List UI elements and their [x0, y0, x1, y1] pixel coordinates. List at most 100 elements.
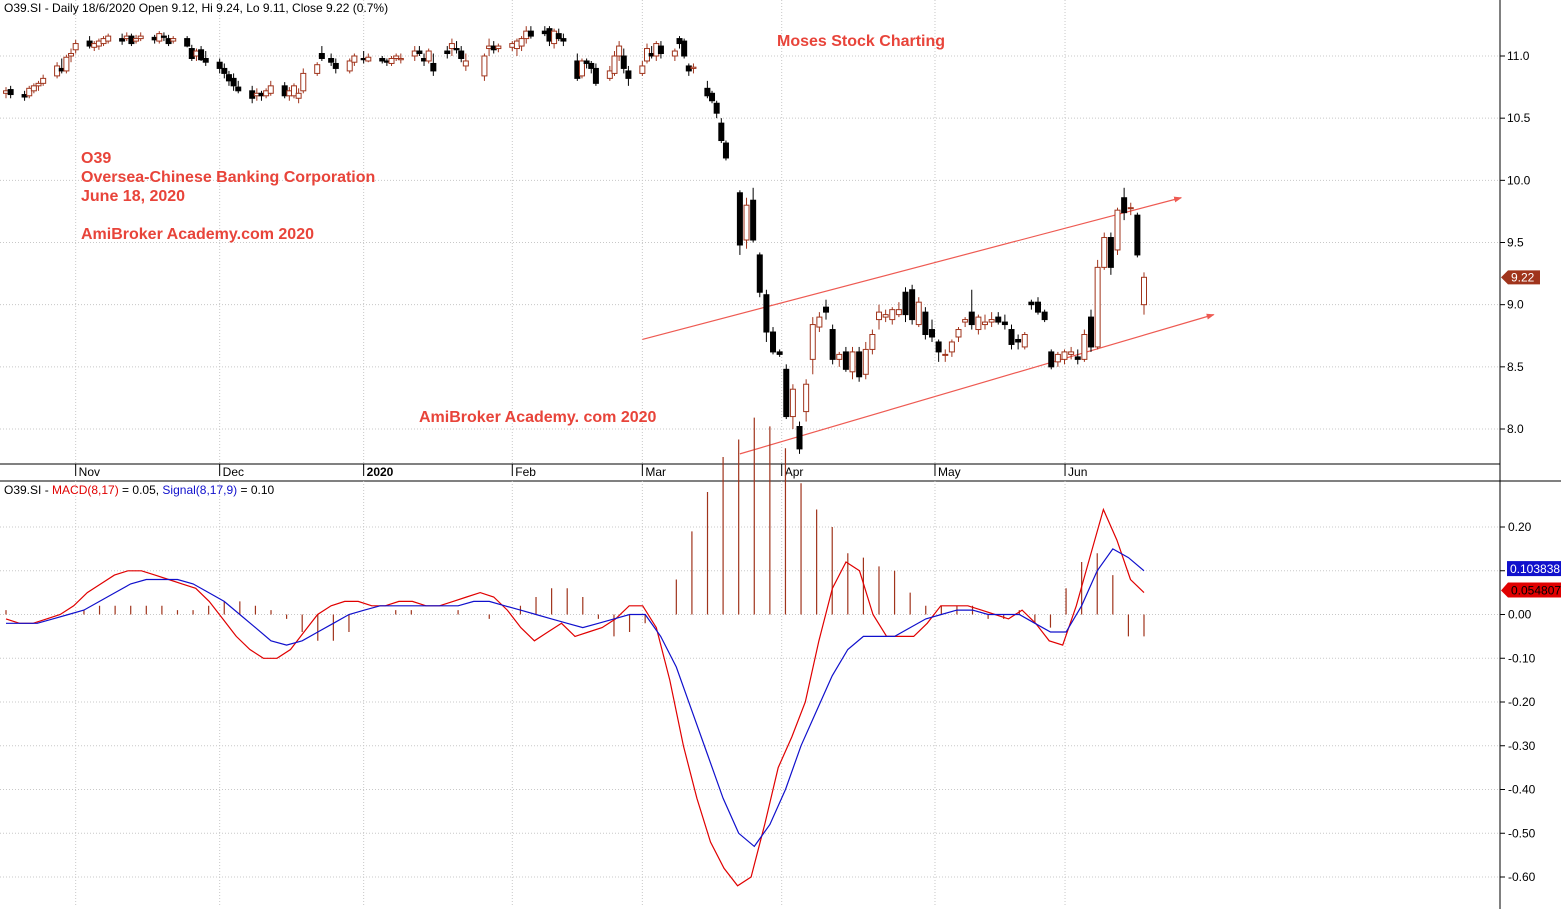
candle-body [988, 319, 995, 323]
candle-body [935, 341, 942, 353]
candle-body [816, 316, 823, 328]
date-axis: Nov Dec 2020 Feb Mar Apr May Jun [75, 464, 1087, 479]
last-close-badge-shape [1501, 270, 1540, 285]
candle-body [198, 49, 205, 61]
candle-body [328, 57, 335, 63]
candle-body [955, 329, 962, 338]
candle-body [1074, 356, 1081, 360]
candle-body [393, 55, 400, 59]
candle-body [842, 351, 849, 370]
month-tick-label: Nov [79, 465, 100, 479]
candle-body [625, 70, 632, 79]
macd-value-badge: 0.054807 [1511, 584, 1561, 598]
month-tick-label: Jun [1068, 465, 1087, 479]
candle-body [462, 60, 469, 67]
candle-body [756, 254, 763, 293]
candle-body [770, 331, 777, 353]
price-tick-label: 8.0 [1507, 422, 1524, 436]
candle-body [606, 70, 613, 79]
month-tick-label: Apr [785, 465, 804, 479]
candle-body [295, 92, 302, 99]
candle-body [856, 351, 863, 378]
candle-body [453, 48, 460, 51]
candle-body [823, 306, 830, 313]
candle-body [592, 67, 599, 84]
macd-grid [0, 481, 1500, 907]
candle-body [68, 53, 75, 57]
candle-body [133, 38, 140, 42]
month-tick-label: Mar [645, 465, 666, 479]
macd-value-badge-shape [1501, 582, 1561, 598]
candle-body [1121, 197, 1128, 214]
macd-lines [5, 507, 1145, 887]
candle-body [1134, 214, 1141, 256]
candle-body [184, 38, 191, 47]
candle-body [1141, 276, 1147, 306]
candle-body [588, 62, 595, 69]
candle-body [397, 57, 404, 61]
candle-body [583, 60, 590, 64]
candle-body [35, 82, 42, 87]
candle-body [267, 85, 274, 94]
candle-body [909, 289, 916, 321]
candle-body [869, 334, 876, 350]
candle-body [948, 341, 955, 353]
price-tick-label: 11.0 [1507, 49, 1530, 63]
candle-body [1061, 351, 1068, 360]
candle-body [137, 35, 144, 40]
candle-body [555, 33, 562, 40]
price-grid [0, 0, 1500, 464]
candle-body [1068, 351, 1075, 355]
candle-body [379, 57, 386, 62]
candle-body [72, 43, 79, 51]
candle-body [942, 353, 949, 356]
candle-body [300, 72, 307, 92]
candle-body [962, 319, 969, 323]
candle-body [681, 40, 688, 57]
candle-body [560, 38, 567, 42]
candle-body [836, 353, 843, 360]
candle-body [1088, 316, 1095, 348]
candle-body [915, 301, 922, 326]
candle-body [1094, 266, 1101, 348]
candle-body [796, 426, 803, 450]
macd-tick-label: -0.40 [1508, 783, 1536, 797]
candle-body [704, 87, 711, 97]
signal-line [6, 548, 1145, 848]
month-tick-label: 2020 [367, 465, 394, 479]
macd-header: O39.SI - MACD(8,17) = 0.05, Signal(8,17,… [4, 483, 274, 497]
candle-body [975, 316, 982, 331]
candle-body [365, 56, 372, 62]
price-tick-label: 10.5 [1507, 111, 1531, 125]
candle-body [105, 35, 112, 42]
candle-body [809, 324, 816, 360]
macd-tick-label: 0.20 [1508, 520, 1532, 534]
candle-body [481, 55, 488, 77]
candle-body [929, 329, 936, 338]
candle-body [235, 86, 242, 92]
candle-body [982, 321, 989, 326]
candle-body [1114, 209, 1121, 251]
candle-body [290, 85, 297, 97]
macd-tick-label: -0.50 [1508, 826, 1536, 840]
candle-body [527, 30, 534, 37]
watermark-title: Moses Stock Charting [777, 33, 945, 50]
annotation-site: AmiBroker Academy.com 2020 [81, 226, 314, 243]
candle-body [119, 38, 126, 42]
candle-body [448, 43, 455, 50]
candle-body [40, 77, 47, 84]
last-close-badge: 9.22 [1501, 270, 1540, 285]
candle-body [616, 45, 623, 57]
candle-body [425, 50, 432, 62]
candle-body [26, 87, 33, 97]
candle-body [230, 77, 237, 87]
candle-body [690, 66, 697, 69]
candle-body [1048, 351, 1055, 368]
candle-body [578, 60, 585, 77]
price-header: O39.SI - Daily 18/6/2020 Open 9.12, Hi 9… [4, 1, 388, 15]
signal-value-badge-shape [1507, 561, 1561, 577]
candle-body [1127, 207, 1134, 210]
candle-body [430, 62, 437, 72]
candle-body [1035, 301, 1042, 313]
